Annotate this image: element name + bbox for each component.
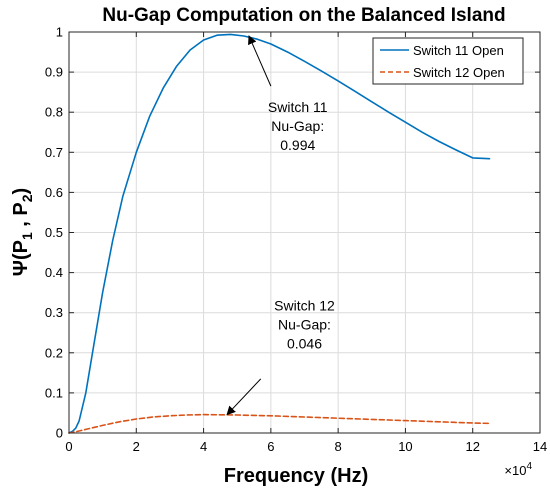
y-tick-label: 0.8 [45,105,63,120]
y-tick-label: 1 [56,25,63,40]
y-tick-label: 0.6 [45,185,63,200]
x-axis-multiplier-base: ×10 [504,463,526,478]
annotation-text-switch-12: 0.046 [287,336,322,352]
annotation-text-switch-11: Nu-Gap: [271,118,324,134]
y-tick-label: 0 [56,426,63,441]
x-tick-label: 6 [267,439,274,454]
legend: Switch 11 Open Switch 12 Open [372,37,524,85]
annotation-text-switch-11: 0.994 [280,137,315,153]
y-axis-label-close: ) [10,188,32,195]
x-tick-label: 14 [533,439,547,454]
x-axis-multiplier: ×104 [504,461,532,478]
y-tick-label: 0.2 [45,345,63,360]
tick-marks [68,31,541,434]
legend-label-switch-12: Switch 12 Open [413,65,505,80]
series-line-switch-12 [68,413,491,434]
x-axis-multiplier-exponent: 4 [526,461,532,472]
annotation-text-switch-11: Switch 11 [268,99,328,115]
annotations: Switch 11 Nu-Gap: 0.994 Switch 12 Nu-Gap: 0.0… [226,35,335,416]
y-axis-label-sub1: 1 [19,232,35,240]
y-tick-labels: 0 0.1 0.2 0.3 0.4 0.5 0.6 0.7 0.8 0.9 1 [45,25,63,441]
series-layer [68,33,491,434]
annotation-arrow-switch-12 [226,378,262,416]
y-tick-label: 0.4 [45,265,63,280]
x-tick-label: 12 [465,439,479,454]
annotation-arrow-switch-11 [248,35,272,87]
y-axis-label: Ψ(P1 , P2) [10,188,35,276]
y-tick-label: 0.5 [45,225,63,240]
legend-box [372,37,524,85]
series-line-switch-11 [68,33,491,434]
x-tick-label: 0 [65,439,72,454]
y-tick-label: 0.1 [45,385,63,400]
x-axis-label: Frequency (Hz) [224,465,368,487]
y-axis-label-sep: , P [10,202,32,232]
x-tick-label: 4 [200,439,207,454]
y-axis-label-sub2: 2 [19,194,35,202]
annotation-text-switch-12: Nu-Gap: [278,317,331,333]
legend-label-switch-11: Switch 11 Open [413,43,504,58]
x-tick-label: 8 [335,439,342,454]
chart-title: Nu-Gap Computation on the Balanced Islan… [102,5,505,26]
y-axis-label-main: Ψ(P [10,240,32,276]
y-tick-label: 0.9 [45,65,63,80]
x-tick-label: 10 [398,439,412,454]
y-tick-label: 0.3 [45,305,63,320]
y-tick-label: 0.7 [45,145,63,160]
annotation-text-switch-12: Switch 12 [274,298,335,314]
x-tick-labels: 0 2 4 6 8 10 12 14 [65,439,547,454]
x-tick-label: 2 [133,439,140,454]
